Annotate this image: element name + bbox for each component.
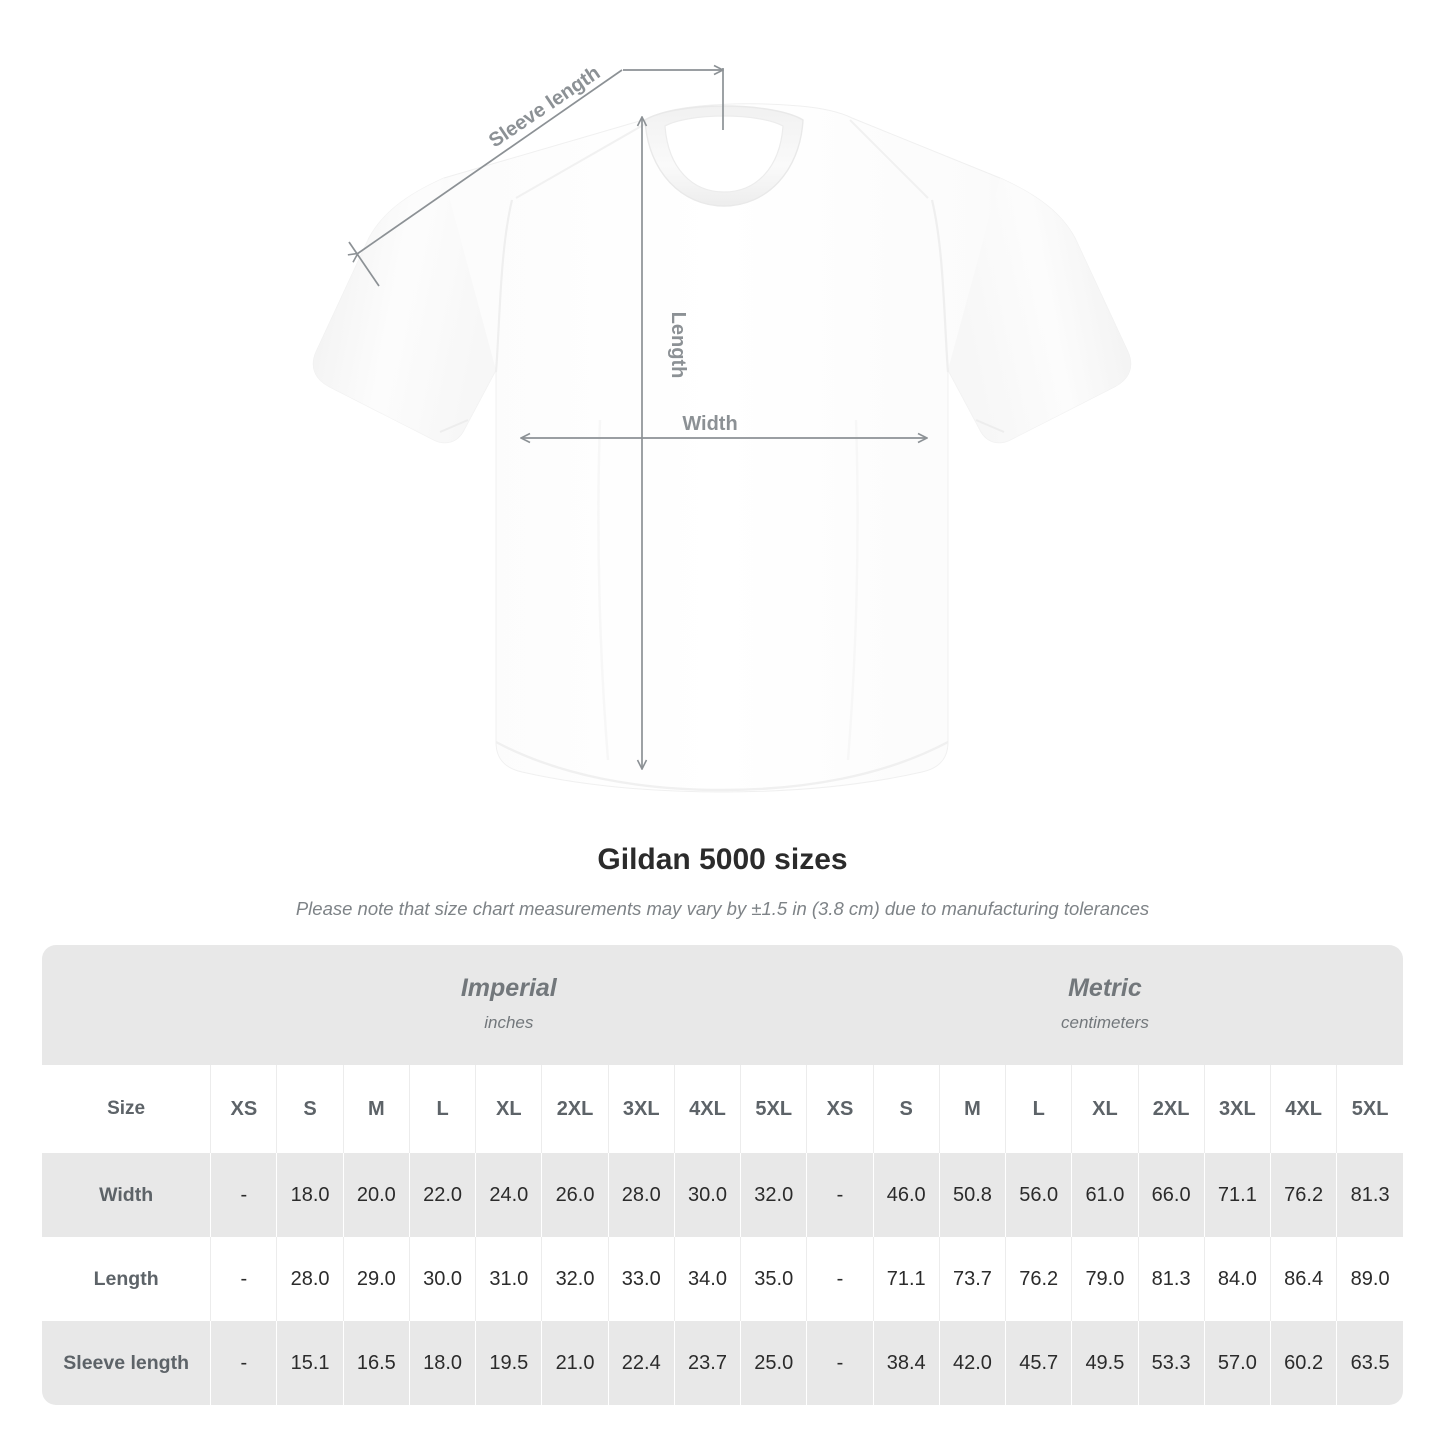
tshirt-garment [312,103,1132,793]
size-header-metric-4xl: 4XL [1270,1065,1338,1153]
cell-sleeve-imperial-3xl: 22.4 [608,1321,675,1405]
size-header-imperial-2xl: 2XL [541,1065,609,1153]
cell-sleeve-imperial-xl: 19.5 [475,1321,543,1405]
size-header-metric-m: M [939,1065,1007,1153]
cell-length-metric-2xl: 81.3 [1138,1237,1205,1321]
unit-name-imperial: Imperial [460,974,557,1002]
tshirt-diagram: Sleeve length Length Width [312,61,1132,793]
size-header-imperial-xs: XS [210,1065,278,1153]
size-header-imperial-4xl: 4XL [674,1065,742,1153]
cell-sleeve-imperial-s: 15.1 [276,1321,344,1405]
size-header-metric-xs: XS [806,1065,874,1153]
cell-width-imperial-s: 18.0 [276,1153,344,1237]
cell-length-metric-l: 76.2 [1005,1237,1073,1321]
cell-length-imperial-l: 30.0 [409,1237,477,1321]
cell-sleeve-imperial-5xl: 25.0 [740,1321,808,1405]
table-row: Length - 28.0 29.0 30.0 31.0 32.0 33.0 3… [42,1237,1403,1321]
size-header-metric-5xl: 5XL [1336,1065,1403,1153]
table-row: Width - 18.0 20.0 22.0 24.0 26.0 28.0 30… [42,1153,1403,1237]
length-label: Length [667,312,689,379]
cell-length-metric-5xl: 89.0 [1336,1237,1403,1321]
cell-width-metric-l: 56.0 [1005,1153,1073,1237]
cell-width-imperial-xs: - [210,1153,278,1237]
unit-header-row: Imperial inches Metric centimeters [42,945,1403,1065]
row-label-sleeve-length: Sleeve length [42,1321,212,1405]
cell-width-imperial-3xl: 28.0 [608,1153,675,1237]
cell-sleeve-metric-l: 45.7 [1005,1321,1073,1405]
cell-sleeve-imperial-xs: - [210,1321,278,1405]
cell-width-imperial-4xl: 30.0 [674,1153,742,1237]
cell-length-metric-s: 71.1 [873,1237,940,1321]
table-row: Sleeve length - 15.1 16.5 18.0 19.5 21.0… [42,1321,1403,1405]
size-header-imperial-xl: XL [475,1065,543,1153]
size-header-imperial-s: S [276,1065,344,1153]
cell-length-metric-3xl: 84.0 [1204,1237,1272,1321]
cell-width-metric-4xl: 76.2 [1270,1153,1338,1237]
cell-length-imperial-s: 28.0 [276,1237,344,1321]
cell-length-metric-xl: 79.0 [1071,1237,1139,1321]
cell-width-imperial-xl: 24.0 [475,1153,543,1237]
size-header-imperial-5xl: 5XL [740,1065,808,1153]
cell-width-imperial-2xl: 26.0 [541,1153,609,1237]
cell-sleeve-imperial-2xl: 21.0 [541,1321,609,1405]
page-subtitle: Please note that size chart measurements… [295,898,1150,919]
cell-sleeve-metric-m: 42.0 [939,1321,1007,1405]
cell-sleeve-imperial-4xl: 23.7 [674,1321,742,1405]
size-table-wrap: Imperial inches Metric centimeters Size … [42,945,1403,1405]
cell-length-imperial-4xl: 34.0 [674,1237,742,1321]
cell-length-imperial-3xl: 33.0 [608,1237,675,1321]
cell-length-imperial-m: 29.0 [343,1237,410,1321]
cell-length-imperial-xs: - [210,1237,278,1321]
row-label-length: Length [42,1237,212,1321]
cell-length-metric-4xl: 86.4 [1270,1237,1338,1321]
cell-sleeve-metric-xl: 49.5 [1071,1321,1139,1405]
cell-width-metric-xl: 61.0 [1071,1153,1139,1237]
size-header-metric-xl: XL [1071,1065,1139,1153]
unit-name-metric: Metric [1068,974,1142,1002]
cell-width-metric-2xl: 66.0 [1138,1153,1205,1237]
size-header-label: Size [42,1065,212,1153]
size-header-imperial-l: L [409,1065,477,1153]
cell-sleeve-metric-4xl: 60.2 [1270,1321,1338,1405]
cell-sleeve-imperial-m: 16.5 [343,1321,410,1405]
cell-sleeve-metric-2xl: 53.3 [1138,1321,1205,1405]
row-label-width: Width [42,1153,212,1237]
cell-sleeve-imperial-l: 18.0 [409,1321,477,1405]
size-table: Imperial inches Metric centimeters Size … [42,945,1403,1405]
size-header-row: Size XS S M L XL 2XL 3XL 4XL 5XL XS S M … [42,1065,1403,1153]
cell-width-metric-xs: - [806,1153,874,1237]
size-header-metric-2xl: 2XL [1138,1065,1205,1153]
cell-sleeve-metric-xs: - [806,1321,874,1405]
cell-length-imperial-xl: 31.0 [475,1237,543,1321]
unit-sub-imperial: inches [484,1013,534,1032]
page-title: Gildan 5000 sizes [597,843,848,876]
size-header-metric-l: L [1005,1065,1073,1153]
cell-length-imperial-5xl: 35.0 [740,1237,808,1321]
cell-sleeve-metric-3xl: 57.0 [1204,1321,1272,1405]
size-header-imperial-m: M [343,1065,410,1153]
unit-sub-metric: centimeters [1060,1013,1149,1032]
size-header-imperial-3xl: 3XL [608,1065,675,1153]
unit-header-metric: Metric centimeters [806,945,1403,1065]
cell-width-metric-5xl: 81.3 [1336,1153,1403,1237]
cell-length-imperial-2xl: 32.0 [541,1237,609,1321]
cell-width-metric-s: 46.0 [873,1153,940,1237]
cell-width-imperial-5xl: 32.0 [740,1153,808,1237]
sleeve-length-measure [349,68,723,287]
width-label: Width [682,413,737,435]
size-header-metric-3xl: 3XL [1204,1065,1272,1153]
cell-sleeve-metric-s: 38.4 [873,1321,940,1405]
cell-width-metric-3xl: 71.1 [1204,1153,1272,1237]
heading-block: Gildan 5000 sizes Please note that size … [0,840,1445,922]
size-header-metric-s: S [873,1065,940,1153]
cell-sleeve-metric-5xl: 63.5 [1336,1321,1403,1405]
cell-width-imperial-m: 20.0 [343,1153,410,1237]
unit-header-imperial: Imperial inches [210,945,807,1065]
cell-length-metric-m: 73.7 [939,1237,1007,1321]
cell-width-metric-m: 50.8 [939,1153,1007,1237]
cell-length-metric-xs: - [806,1237,874,1321]
cell-width-imperial-l: 22.0 [409,1153,477,1237]
unit-header-spacer [42,945,211,1065]
